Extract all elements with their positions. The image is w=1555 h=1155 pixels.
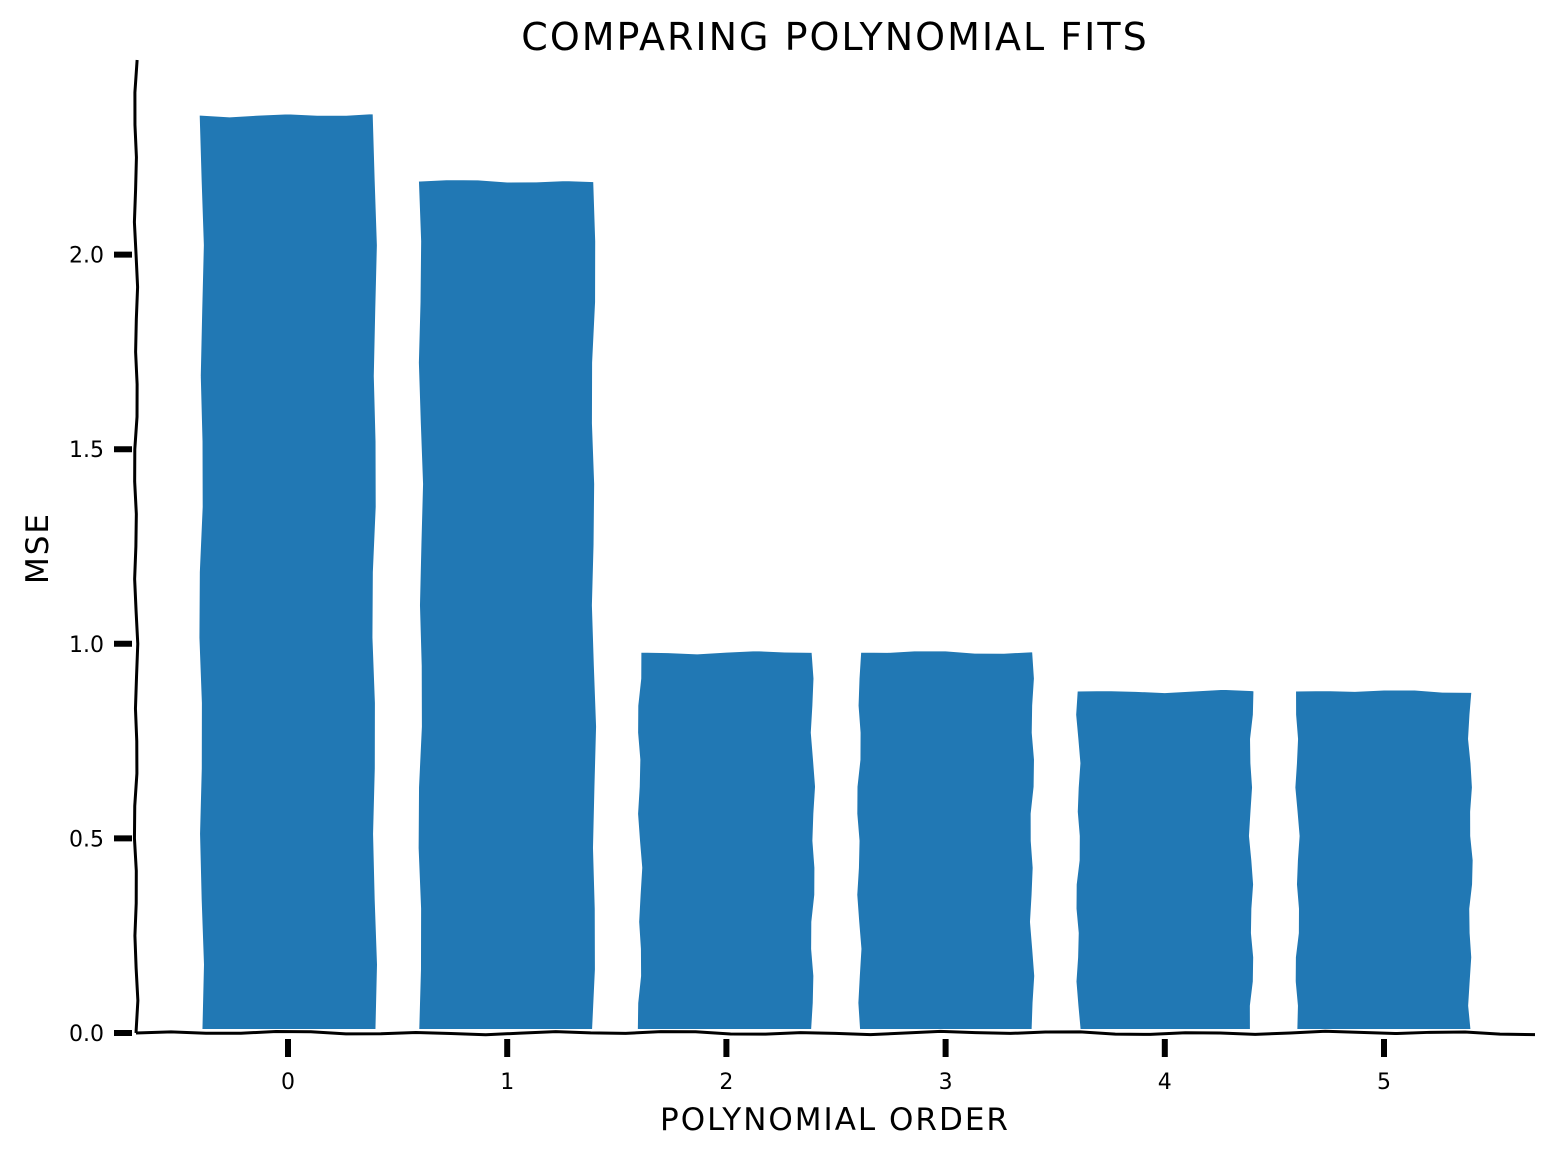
y-tick-label: 1.5 [69, 438, 104, 463]
y-tick-label: 0.0 [69, 1022, 104, 1047]
bar-2 [635, 649, 818, 1031]
x-tick-label: 2 [719, 1070, 733, 1095]
x-axis-line [135, 1029, 1536, 1037]
bar-3 [855, 649, 1037, 1031]
y-axis-line [132, 59, 140, 1034]
x-tick-label: 3 [939, 1070, 953, 1095]
chart-title: COMPARING POLYNOMIAL FITS [521, 15, 1148, 59]
bars-layer [197, 111, 1475, 1031]
y-tick-label: 1.0 [69, 633, 104, 658]
x-tick-label: 0 [281, 1070, 295, 1095]
axes-layer [132, 59, 1536, 1037]
ticks-layer: 0.0 0.5 1.0 1.5 2.0 0 1 2 3 4 5 [69, 244, 1391, 1095]
x-tick-label: 4 [1158, 1070, 1172, 1095]
y-tick-label: 0.5 [69, 827, 104, 852]
bar-0 [197, 111, 379, 1031]
bar-1 [416, 178, 599, 1031]
x-axis-title: POLYNOMIAL ORDER [660, 1102, 1010, 1138]
x-tick-label: 5 [1377, 1070, 1391, 1095]
bar-4 [1074, 687, 1256, 1031]
y-axis-title: MSE [20, 512, 56, 584]
bar-5 [1293, 686, 1475, 1031]
x-tick-label: 1 [500, 1070, 514, 1095]
y-tick-label: 2.0 [69, 244, 104, 269]
